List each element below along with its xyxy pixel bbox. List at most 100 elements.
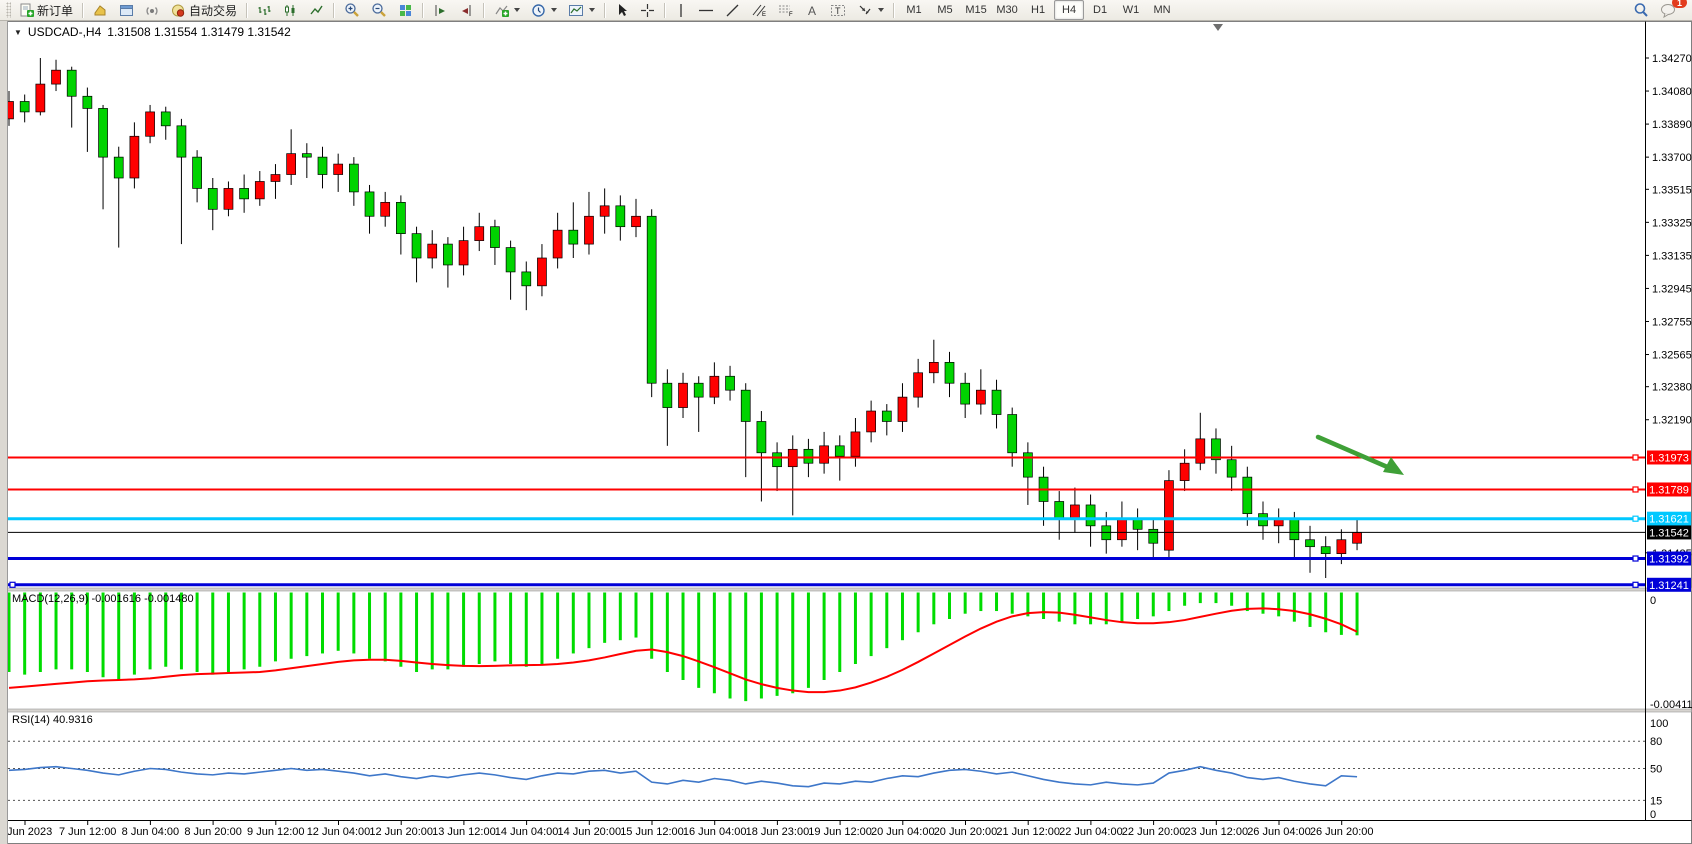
candle[interactable] [725, 375, 735, 391]
chart-shift-marker-icon[interactable] [1213, 24, 1223, 31]
candle[interactable] [615, 205, 626, 228]
candle[interactable] [803, 448, 814, 464]
candle[interactable] [176, 125, 187, 158]
candle[interactable] [881, 410, 892, 422]
candle[interactable] [1132, 518, 1143, 530]
candle[interactable] [1054, 501, 1065, 520]
candle[interactable] [1242, 476, 1253, 515]
candle[interactable] [646, 215, 657, 384]
candle[interactable] [380, 201, 391, 217]
trendline-button[interactable] [720, 0, 745, 20]
horizontal-line-button[interactable] [693, 0, 719, 20]
arrows-button[interactable] [852, 0, 889, 20]
timeframe-w1[interactable]: W1 [1122, 4, 1140, 16]
candle[interactable] [662, 382, 673, 408]
chart-menu-icon[interactable]: ▼ [14, 27, 22, 37]
candle[interactable] [51, 69, 61, 85]
candle[interactable] [819, 445, 829, 464]
fibonacci-button[interactable]: F [773, 0, 799, 20]
charts-button[interactable] [88, 0, 113, 20]
timeframe-m15[interactable]: M15 [965, 4, 987, 16]
candle[interactable] [568, 229, 579, 245]
candle[interactable] [239, 188, 249, 200]
candle[interactable] [693, 382, 704, 398]
candle[interactable] [192, 156, 202, 189]
candle[interactable] [113, 156, 124, 179]
pane-separator[interactable] [7, 708, 1692, 713]
signals-button[interactable] [140, 0, 165, 20]
candle[interactable] [599, 205, 610, 217]
candle[interactable] [129, 135, 140, 179]
pane-separator[interactable] [7, 587, 1692, 592]
candle[interactable] [207, 188, 218, 210]
text-button[interactable]: A [800, 0, 824, 20]
candle[interactable] [991, 389, 1002, 415]
timeframe-m30[interactable]: M30 [996, 4, 1018, 16]
trend-arrow-shaft[interactable] [1315, 434, 1395, 472]
candle[interactable] [834, 445, 845, 457]
candle[interactable] [678, 382, 688, 408]
candle[interactable] [1305, 539, 1315, 548]
candle[interactable] [1023, 452, 1033, 478]
candle[interactable] [1085, 504, 1096, 527]
candle[interactable] [98, 108, 108, 158]
candle[interactable] [552, 229, 563, 259]
timeframe-mn[interactable]: MN [1153, 4, 1171, 16]
crosshair-button[interactable] [635, 0, 660, 20]
terminal-button[interactable] [114, 0, 139, 20]
bar-chart-button[interactable] [252, 0, 277, 20]
candle[interactable] [1117, 518, 1127, 541]
candle[interactable] [66, 69, 77, 97]
candle[interactable] [631, 215, 641, 228]
candle[interactable] [317, 156, 328, 175]
hline-handle[interactable] [1632, 486, 1639, 493]
candle[interactable] [254, 181, 265, 200]
candle[interactable] [349, 163, 359, 193]
hline-handle[interactable] [1632, 454, 1639, 461]
candle[interactable] [223, 188, 234, 210]
candle[interactable] [364, 191, 375, 217]
candle[interactable] [1320, 546, 1331, 555]
hline-handle[interactable] [1632, 581, 1639, 588]
equidistant-channel-button[interactable]: E [746, 0, 772, 20]
candle[interactable] [897, 396, 908, 422]
candle[interactable] [270, 174, 281, 182]
candle[interactable] [866, 410, 876, 433]
candle[interactable] [396, 201, 406, 235]
indicators-button[interactable] [489, 0, 525, 20]
tile-windows-button[interactable] [393, 0, 418, 20]
line-chart-button[interactable] [304, 0, 329, 20]
candle[interactable] [1211, 438, 1221, 461]
timeframe-h1[interactable]: H1 [1031, 4, 1046, 16]
hline-handle[interactable] [1632, 515, 1639, 522]
candle[interactable] [1336, 539, 1347, 555]
candle[interactable] [35, 83, 46, 113]
price-axis[interactable]: 1.34270 1.34080 1.33890 1.33700 1.33515 1.333… [1645, 21, 1692, 822]
candle[interactable] [928, 361, 939, 374]
notifications-button[interactable]: 1 [1655, 0, 1687, 20]
time-axis[interactable]: 6 Jun 2023 7 Jun 12:00 8 Jun 04:00 8 Jun 20… [0, 820, 1692, 839]
vertical-line-button[interactable] [670, 0, 692, 20]
text-label-button[interactable]: T [825, 0, 851, 20]
candle[interactable] [474, 226, 485, 241]
candle[interactable] [411, 233, 422, 259]
candle[interactable] [584, 215, 594, 245]
candle[interactable] [521, 271, 532, 287]
hline-handle[interactable] [1632, 555, 1639, 562]
candle[interactable] [427, 243, 438, 259]
candle[interactable] [82, 95, 93, 109]
candle[interactable] [756, 421, 767, 454]
timeframe-d1[interactable]: D1 [1093, 4, 1108, 16]
hline-handle[interactable] [9, 581, 16, 588]
candle[interactable] [975, 389, 986, 405]
candle[interactable] [301, 153, 312, 158]
new-order-button[interactable]: 新订单 [14, 0, 78, 20]
cursor-button[interactable] [610, 0, 634, 20]
annotation-arrow[interactable] [1315, 434, 1404, 475]
candle[interactable] [913, 372, 924, 398]
candle[interactable] [740, 389, 751, 422]
candle[interactable] [1352, 532, 1362, 544]
candle[interactable] [1148, 528, 1159, 544]
candle[interactable] [1179, 462, 1190, 481]
